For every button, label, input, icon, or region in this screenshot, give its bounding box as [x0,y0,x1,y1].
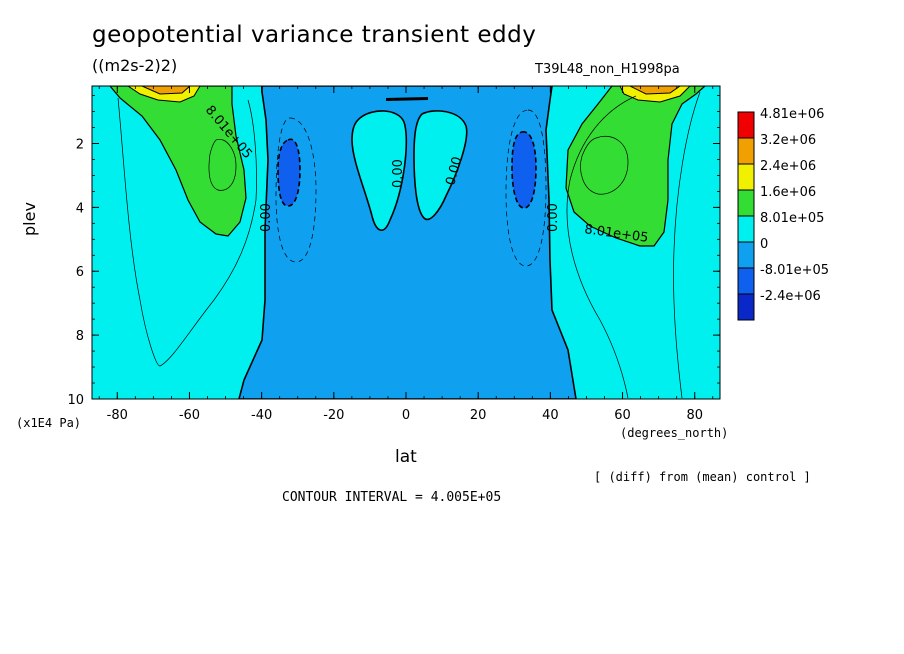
legend-label: 1.6e+06 [760,185,816,200]
x-tick-label: 0 [402,408,410,423]
legend-swatch [737,241,755,269]
x-tick-label: 20 [470,408,487,423]
chart-units: ((m2s-2)2) [92,56,178,75]
field-dark-blue-right [511,131,537,209]
field-cyan-island-left [351,110,408,231]
contour-dashed-left [275,117,317,263]
x-tick-label: 40 [542,408,559,423]
legend-label: -8.01e+05 [760,263,829,278]
legend-swatch [737,111,755,139]
legend-label: -2.4e+06 [760,289,821,304]
x-axis-label: lat [395,447,417,467]
field-dark-blue-left [277,138,301,207]
field-orange-right [629,86,681,95]
y-tick-label: 4 [76,201,84,216]
contour-label-zero-1: 0.00 [259,203,274,232]
y-tick-label: 8 [76,329,84,344]
chart-title: geopotential variance transient eddy [92,22,537,48]
contour-top-center [386,97,428,101]
field-green-right [565,86,706,247]
color-legend: 4.81e+06 3.2e+06 2.4e+06 1.6e+06 8.01e+05 0 -8… [737,107,829,321]
legend-swatch [737,293,755,321]
field-cyan-island-right [413,110,468,221]
legend-label: 4.81e+06 [760,107,824,122]
x-tick-label: 60 [614,408,631,423]
x-axis-unit: (degrees_north) [620,426,729,440]
x-tick-label: -80 [107,408,128,423]
contour-label-zero-2: 0.00 [391,159,406,188]
contour-thin-left-outer [117,97,257,367]
legend-label: 8.01e+05 [760,211,824,226]
x-axis-ticks: -80 -60 -40 -20 0 20 40 60 80 [107,86,703,423]
y-axis-unit: (x1E4 Pa) [16,416,82,430]
x-tick-label: -20 [323,408,344,423]
contour-thin-left-inner [208,138,237,191]
legend-label: 2.4e+06 [760,159,816,174]
legend-label: 0 [760,237,768,252]
x-tick-label: -40 [251,408,272,423]
contour-thin-right-mid [566,95,637,399]
legend-label: 3.2e+06 [760,133,816,148]
x-tick-label: -60 [179,408,200,423]
contour-thin-right-inner [580,136,629,195]
contour-label-zero-3: 0.00 [443,155,465,187]
y-axis-ticks: 2 4 6 8 10 [67,137,720,408]
legend-swatch [737,137,755,165]
contour-thin-right-outer [673,91,701,399]
y-tick-label: 2 [76,137,84,152]
field-orange-left [141,86,191,95]
x-tick-label: 80 [686,408,703,423]
legend-swatch [737,189,755,217]
run-id: T39L48_non_H1998pa [535,62,680,77]
y-tick-label: 10 [67,393,84,408]
diff-note: [ (diff) from (mean) control ] [594,470,811,484]
y-tick-label: 6 [76,265,84,280]
legend-swatch [737,267,755,295]
field-green-left [109,86,247,237]
contour-interval: CONTOUR INTERVAL = 4.005E+05 [282,490,502,505]
legend-swatch [737,215,755,243]
legend-swatch [737,163,755,191]
contour-label-zero-4: 0.00 [546,203,561,232]
field-light-blue-center [238,86,577,399]
contour-fields [92,86,720,399]
